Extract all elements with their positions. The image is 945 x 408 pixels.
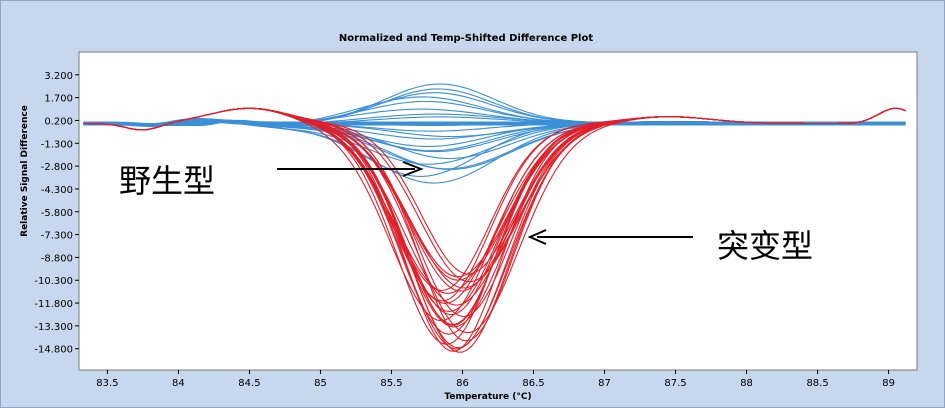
x-tick-label: 89 bbox=[882, 378, 895, 389]
y-tick-label: -7.300 bbox=[41, 231, 73, 242]
mutant-arrow-head bbox=[527, 229, 547, 245]
wild-type-annotation: 野生型 bbox=[119, 162, 215, 200]
x-tick-label: 86 bbox=[456, 378, 469, 389]
x-tick-label: 85 bbox=[314, 378, 327, 389]
y-tick-label: 1.700 bbox=[44, 94, 73, 105]
x-tick-label: 86.5 bbox=[522, 378, 544, 389]
mutant-curves bbox=[83, 107, 906, 353]
x-tick-label: 87.5 bbox=[664, 378, 686, 389]
y-tick-label: 3.200 bbox=[44, 71, 73, 82]
x-tick-label: 87 bbox=[598, 378, 611, 389]
x-axis: 83.5 84 84.5 85 85.5 86 86.5 87 87.5 88 88.5 89 bbox=[96, 370, 895, 389]
y-axis: 3.200 1.700 0.200 -1.300 -2.800 -4.300 -5.800 -… bbox=[34, 71, 79, 356]
x-tick-label: 85.5 bbox=[380, 378, 402, 389]
y-tick-label: -11.800 bbox=[34, 299, 73, 310]
x-tick-label: 88 bbox=[740, 378, 753, 389]
chart-title: Normalized and Temp-Shifted Difference P… bbox=[339, 33, 594, 44]
x-tick-label: 84.5 bbox=[238, 378, 260, 389]
y-axis-label: Relative Signal Difference bbox=[20, 105, 30, 237]
y-tick-label: -8.800 bbox=[41, 253, 73, 264]
mutant-annotation: 突变型 bbox=[717, 227, 813, 265]
y-tick-label: -2.800 bbox=[41, 162, 73, 173]
x-tick-label: 83.5 bbox=[96, 378, 118, 389]
y-tick-label: -13.300 bbox=[34, 322, 73, 333]
mutant-curve bbox=[83, 107, 906, 353]
y-tick-label: -4.300 bbox=[41, 185, 73, 196]
x-axis-label: Temperature (°C) bbox=[444, 392, 531, 402]
y-tick-label: -5.800 bbox=[41, 208, 73, 219]
y-tick-label: -1.300 bbox=[41, 139, 73, 150]
y-tick-label: 0.200 bbox=[44, 116, 73, 127]
wild-type-arrow-head bbox=[402, 161, 424, 177]
y-tick-label: -14.800 bbox=[34, 345, 73, 356]
x-tick-label: 88.5 bbox=[806, 378, 828, 389]
y-tick-label: -10.300 bbox=[34, 276, 73, 287]
x-tick-label: 84 bbox=[172, 378, 185, 389]
